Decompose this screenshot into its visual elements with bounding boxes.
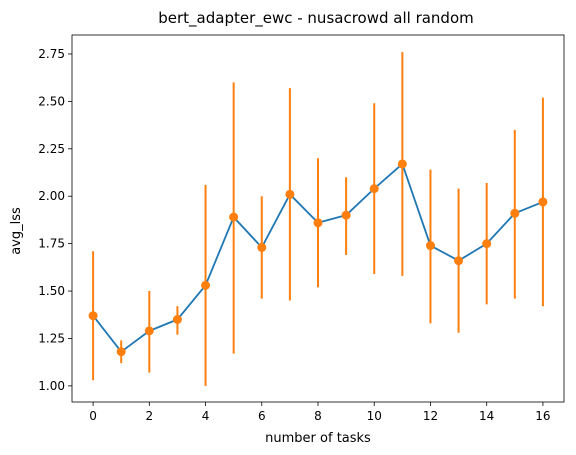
x-tick-label: 14: [479, 409, 494, 423]
data-point: [313, 218, 323, 228]
x-axis-title: number of tasks: [265, 431, 371, 446]
x-tick-label: 2: [145, 409, 153, 423]
data-point: [144, 326, 154, 336]
x-tick-label: 12: [423, 409, 438, 423]
data-point: [88, 311, 98, 321]
x-tick-label: 8: [314, 409, 322, 423]
data-point: [172, 314, 182, 324]
y-tick-label: 2.75: [38, 47, 65, 61]
y-tick-label: 1.75: [38, 237, 65, 251]
data-point: [285, 189, 295, 199]
plot-area: [88, 52, 548, 386]
y-tick-label: 2.50: [38, 94, 65, 108]
y-tick-label: 1.50: [38, 284, 65, 298]
data-point: [369, 184, 379, 194]
data-point: [257, 242, 267, 252]
y-tick-label: 2.00: [38, 189, 65, 203]
y-tick-label: 2.25: [38, 142, 65, 156]
axes: 0 2 4 6 8 10 12 14 16 1.00 1.25 1.50 1.75 2.00 2.25 2.5…: [38, 47, 550, 423]
x-tick-label: 4: [202, 409, 210, 423]
data-point: [116, 347, 126, 357]
x-tick-label: 10: [367, 409, 382, 423]
y-tick-label: 1.00: [38, 379, 65, 393]
data-point: [538, 197, 548, 207]
data-point: [425, 241, 435, 251]
data-point: [397, 159, 407, 169]
x-tick-label: 6: [258, 409, 266, 423]
data-point: [201, 280, 211, 290]
x-tick-label: 16: [535, 409, 550, 423]
x-tick-label: 0: [89, 409, 97, 423]
data-point: [229, 212, 239, 222]
y-axis-title: avg_lss: [9, 207, 24, 255]
data-point: [510, 208, 520, 218]
chart-title: bert_adapter_ewc - nusacrowd all random: [158, 9, 474, 28]
data-point: [454, 256, 464, 266]
y-tick-label: 1.25: [38, 331, 65, 345]
data-point: [341, 210, 351, 220]
data-point: [482, 239, 492, 249]
